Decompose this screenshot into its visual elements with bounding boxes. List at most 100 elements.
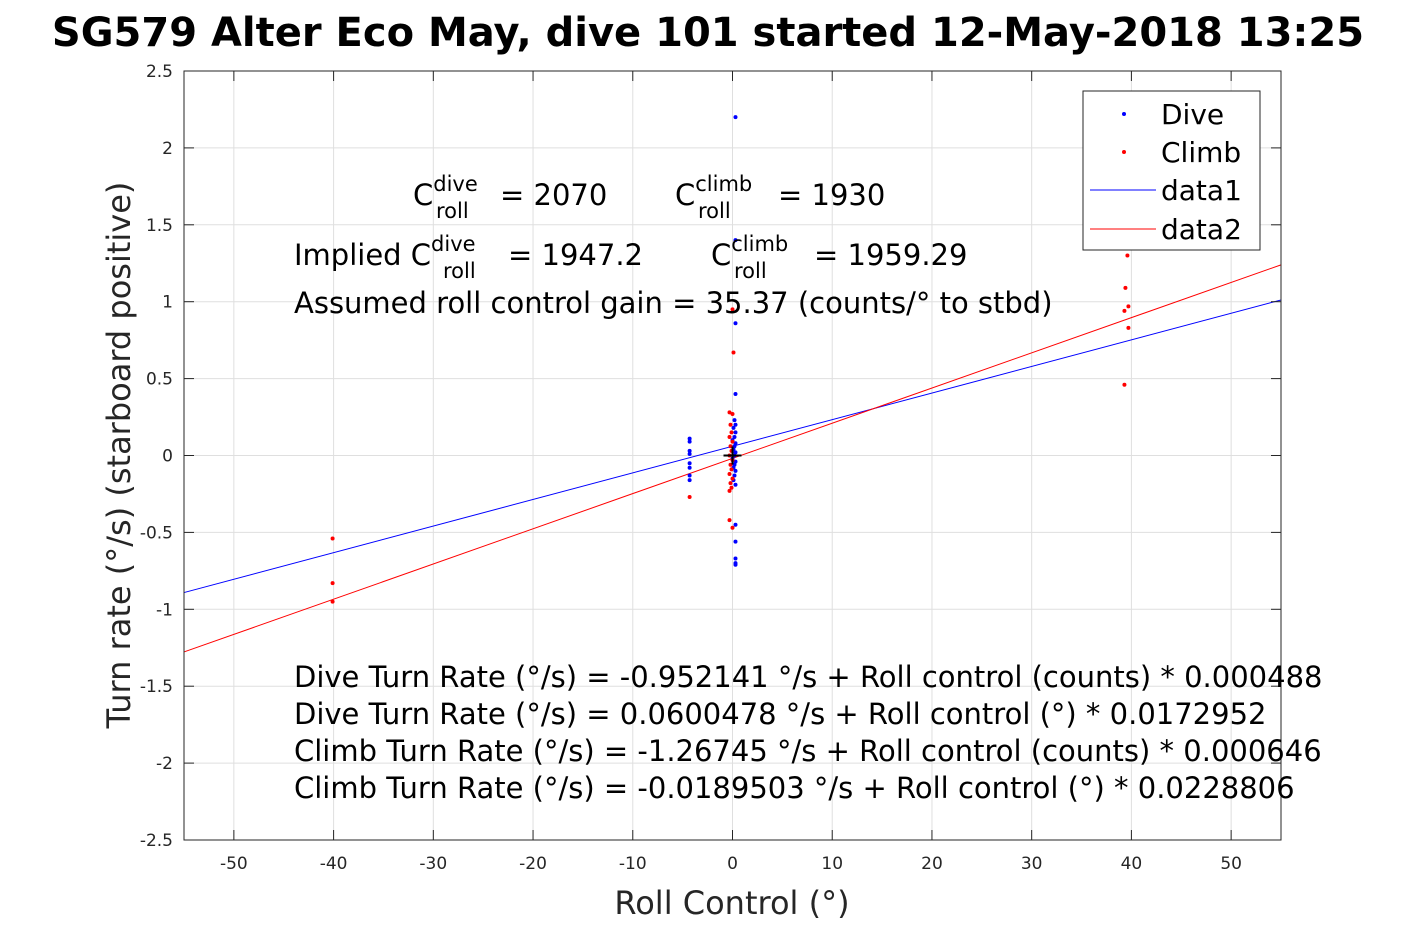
point-dive [733,238,738,243]
equation-3: Climb Turn Rate (°/s) = -1.26745 °/s + R… [294,734,1322,768]
point-dive [732,435,737,440]
point-climb [730,525,735,530]
point-dive [733,115,738,120]
implied-climb-value: = 1959.29 [814,238,967,272]
point-climb [728,481,733,486]
point-dive [733,391,738,396]
c-climb-sub: roll [698,199,731,223]
point-climb [729,467,734,472]
y-tick-label: -2 [156,754,173,774]
c-climb-sup: climb [695,172,752,196]
point-dive [733,422,738,427]
point-dive [733,430,738,435]
x-axis-title: Roll Control (°) [614,884,849,922]
chart-title: SG579 Alter Eco May, dive 101 started 12… [52,10,1364,56]
x-tick-label: -20 [519,854,547,874]
point-dive [687,451,692,456]
c-roll-annotation: Cdive roll = 2070 Cclimb roll = 1930 [413,172,885,223]
point-dive [733,450,738,455]
x-tick-label: -30 [419,854,447,874]
x-tick-label: -50 [220,854,248,874]
c-climb-value: = 1930 [778,178,885,212]
x-tick-label: 20 [921,854,943,874]
point-dive [731,425,736,430]
point-climb [730,439,735,444]
implied-dive-value: = 1947.2 [508,238,643,272]
c-climb-base: C [675,178,695,212]
point-dive [733,522,738,527]
x-tick-label: 0 [727,854,738,874]
implied-c-roll-annotation: Implied Cdive roll = 1947.2 Cclimb roll … [294,232,967,283]
y-tick-label: -1 [156,600,173,620]
point-climb [330,581,335,586]
equation-1: Dive Turn Rate (°/s) = -0.952141 °/s + R… [294,660,1322,694]
y-tick-label: 1.5 [146,216,173,236]
y-tick-label: 2.5 [146,62,173,82]
implied-climb-sub: roll [734,259,767,283]
point-dive [687,478,692,483]
point-dive [733,562,738,567]
implied-climb-sup: climb [731,232,788,256]
point-climb [727,410,732,415]
c-dive-value: = 2070 [500,178,607,212]
point-dive [733,441,738,446]
gain-annotation: Assumed roll control gain = 35.37 (count… [294,286,1053,320]
point-dive [732,418,737,423]
legend-marker-dive [1122,112,1126,116]
x-tick-label: -10 [619,854,647,874]
point-climb [1122,308,1127,313]
point-climb [727,488,732,493]
c-dive-base: C [413,178,433,212]
legend-label-data2: data2 [1161,213,1242,246]
point-dive [687,473,692,478]
point-dive [732,473,737,478]
implied-climb-base: C [711,238,731,272]
fit-equations: Dive Turn Rate (°/s) = -0.952141 °/s + R… [294,660,1322,805]
point-climb [1123,285,1128,290]
point-dive [687,436,692,441]
legend-label-climb: Climb [1161,136,1241,169]
x-tick-label: 40 [1121,854,1143,874]
point-climb [1126,304,1131,309]
point-climb [330,536,335,541]
implied-dive-sup: dive [431,232,476,256]
equation-4: Climb Turn Rate (°/s) = -0.0189503 °/s +… [294,771,1295,805]
implied-prefix: Implied C [294,238,431,272]
point-climb [730,411,735,416]
data-points [330,115,1131,604]
y-tick-label: -1.5 [140,677,173,697]
y-tick-label: 1 [162,293,173,313]
y-tick-label: 2 [162,139,173,159]
point-dive [687,448,692,453]
legend-label-data1: data1 [1161,174,1242,207]
point-climb [727,518,732,523]
legend-label-dive: Dive [1161,98,1224,131]
y-tick-label: 0.5 [146,370,173,390]
point-climb [727,435,732,440]
point-dive [733,459,738,464]
point-climb [1125,253,1130,258]
c-dive-sup: dive [433,172,478,196]
axis-ticks: -50 -40 -30 -20 -10 0 10 20 30 40 50-2.5-2-1.5-1-0… [140,62,1281,874]
point-dive [733,468,738,473]
equation-2: Dive Turn Rate (°/s) = 0.0600478 °/s + R… [294,697,1266,731]
point-climb [1122,382,1127,387]
point-dive [733,539,738,544]
point-climb [730,476,735,481]
origin-marker [723,446,742,465]
y-tick-label: 0 [162,447,173,467]
y-tick-label: -2.5 [140,831,173,851]
y-tick-label: -0.5 [140,523,173,543]
point-dive [733,321,738,326]
point-climb [330,599,335,604]
point-climb [728,422,733,427]
legend: Dive Climb data1 data2 [1082,90,1261,251]
y-axis-title: Turn rate (°/s) (starboard positive) [100,182,138,730]
point-climb [729,485,734,490]
x-tick-label: 10 [821,854,843,874]
svg-text:Implied Cdive: Implied Cdive [294,232,476,272]
c-dive-sub: roll [436,199,469,223]
point-dive [733,482,738,487]
implied-dive-sub: roll [443,259,476,283]
